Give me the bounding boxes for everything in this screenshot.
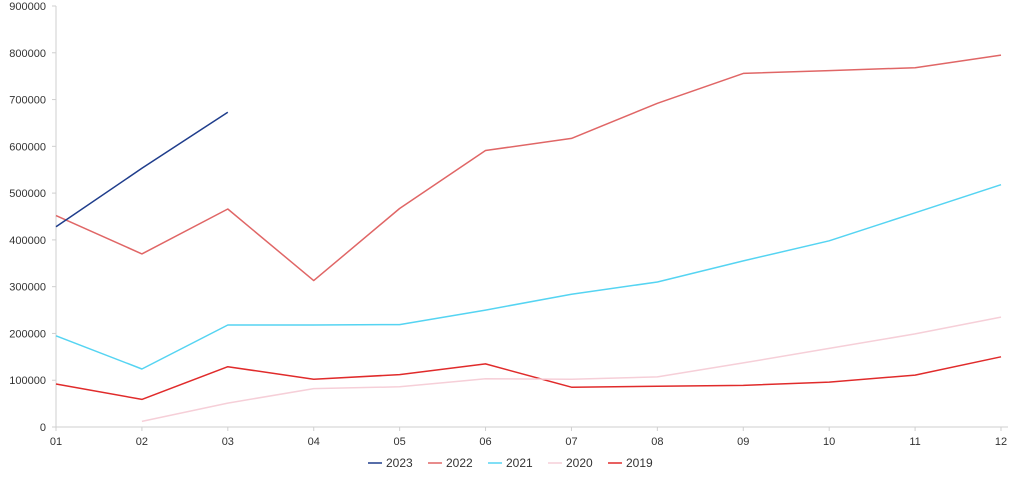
y-tick-label: 700000 [9, 95, 46, 107]
y-tick-label: 800000 [9, 48, 46, 60]
x-tick-label: 10 [823, 436, 835, 448]
y-tick-label: 400000 [9, 235, 46, 247]
series-line-2020 [141, 316, 1002, 423]
legend-label: 2023 [386, 456, 413, 470]
y-tick-label: 600000 [9, 141, 46, 153]
legend-item-2022: 2022 [428, 456, 473, 470]
chart-legend: 2023 2022 2021 2020 2019 [368, 456, 653, 470]
y-tick-label: 500000 [9, 188, 46, 200]
x-tick-label: 07 [565, 436, 577, 448]
y-tick-label: 0 [40, 422, 46, 434]
x-tick-label: 03 [222, 436, 234, 448]
x-tick-label: 02 [136, 436, 148, 448]
y-tick-label: 100000 [9, 375, 46, 387]
series-line-2023 [55, 111, 229, 228]
x-tick-label: 11 [909, 436, 920, 448]
x-tick-label: 09 [737, 436, 749, 448]
legend-label: 2021 [506, 456, 533, 470]
legend-item-2019: 2019 [608, 456, 653, 470]
legend-item-2020: 2020 [548, 456, 593, 470]
legend-item-2023: 2023 [368, 456, 413, 470]
series-line-2021 [55, 183, 1002, 370]
y-tick-label: 200000 [9, 328, 46, 340]
chart-axes: 0 100000 200000 300000 400000 500000 600000 700… [9, 1, 1008, 448]
x-tick-label: 12 [995, 436, 1007, 448]
x-tick-label: 06 [479, 436, 491, 448]
x-tick-label: 05 [394, 436, 406, 448]
x-tick-label: 08 [651, 436, 663, 448]
legend-label: 2022 [446, 456, 473, 470]
x-tick-label: 01 [50, 436, 62, 448]
chart-series-layer [55, 54, 1002, 423]
legend-item-2021: 2021 [488, 456, 533, 470]
legend-label: 2019 [626, 456, 653, 470]
series-line-2019 [55, 356, 1002, 401]
y-tick-label: 900000 [9, 1, 46, 13]
series-line-2022 [55, 54, 1002, 282]
x-tick-label: 04 [308, 436, 320, 448]
legend-label: 2020 [566, 456, 593, 470]
y-tick-label: 300000 [9, 282, 46, 294]
